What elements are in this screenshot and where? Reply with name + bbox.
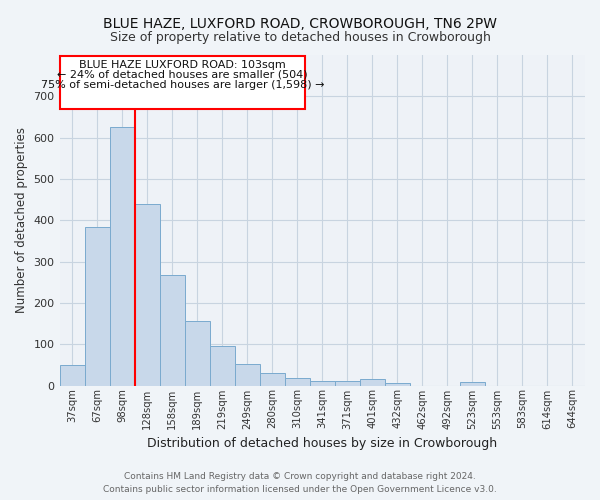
Bar — [160, 275, 185, 386]
Bar — [360, 380, 385, 386]
Bar — [385, 382, 410, 386]
Bar — [285, 378, 310, 386]
Text: ← 24% of detached houses are smaller (504): ← 24% of detached houses are smaller (50… — [57, 70, 308, 80]
Bar — [235, 364, 260, 386]
FancyBboxPatch shape — [60, 56, 305, 108]
Bar — [335, 380, 360, 386]
Bar — [209, 346, 235, 386]
X-axis label: Distribution of detached houses by size in Crowborough: Distribution of detached houses by size … — [147, 437, 497, 450]
Bar — [460, 382, 485, 386]
Bar — [59, 365, 85, 386]
Text: Contains HM Land Registry data © Crown copyright and database right 2024.
Contai: Contains HM Land Registry data © Crown c… — [103, 472, 497, 494]
Text: BLUE HAZE, LUXFORD ROAD, CROWBOROUGH, TN6 2PW: BLUE HAZE, LUXFORD ROAD, CROWBOROUGH, TN… — [103, 18, 497, 32]
Y-axis label: Number of detached properties: Number of detached properties — [15, 128, 28, 314]
Bar — [260, 373, 285, 386]
Bar — [134, 204, 160, 386]
Text: Size of property relative to detached houses in Crowborough: Size of property relative to detached ho… — [110, 31, 490, 44]
Bar — [310, 380, 335, 386]
Text: 75% of semi-detached houses are larger (1,598) →: 75% of semi-detached houses are larger (… — [41, 80, 324, 90]
Bar — [185, 320, 209, 386]
Bar — [110, 128, 134, 386]
Text: BLUE HAZE LUXFORD ROAD: 103sqm: BLUE HAZE LUXFORD ROAD: 103sqm — [79, 60, 286, 70]
Bar — [85, 228, 110, 386]
